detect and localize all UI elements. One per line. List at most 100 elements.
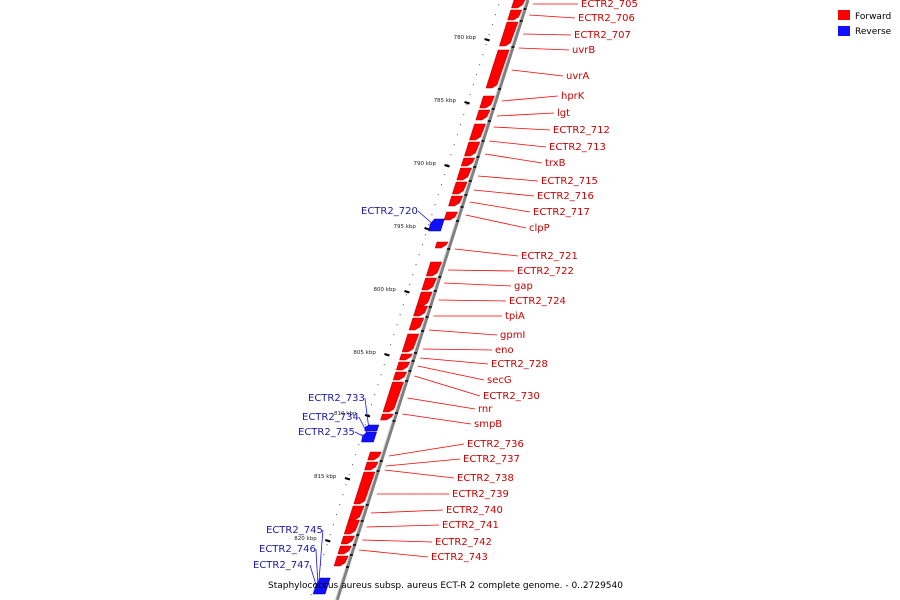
forward-gene-block[interactable] xyxy=(425,261,443,277)
guide-dot xyxy=(406,294,408,296)
forward-gene-label[interactable]: gpmI xyxy=(500,330,525,341)
forward-gene-block[interactable] xyxy=(382,381,404,413)
forward-gene-label[interactable]: ECTR2_739 xyxy=(452,489,509,500)
forward-gene-label[interactable]: ECTR2_740 xyxy=(446,505,503,516)
guide-dot xyxy=(342,494,344,496)
forward-gene-label[interactable]: ECTR2_713 xyxy=(549,142,606,153)
forward-gene-block[interactable] xyxy=(421,277,437,291)
forward-gene-label[interactable]: ECTR2_737 xyxy=(463,454,520,465)
forward-label-leader xyxy=(469,201,531,213)
forward-gene-block[interactable] xyxy=(499,21,519,47)
forward-gene-block[interactable] xyxy=(451,181,468,195)
guide-dot xyxy=(485,44,487,46)
forward-gene-label[interactable]: ECTR2_728 xyxy=(491,359,548,370)
forward-label-leader xyxy=(402,413,472,425)
reverse-gene-label[interactable]: ECTR2_720 xyxy=(361,206,418,217)
forward-gene-label[interactable]: ECTR2_722 xyxy=(517,266,574,277)
forward-gene-block[interactable] xyxy=(475,109,491,121)
tick-mark xyxy=(384,353,390,357)
reverse-gene-block[interactable] xyxy=(428,218,445,232)
forward-gene-label[interactable]: ECTR2_721 xyxy=(521,251,578,262)
guide-dot xyxy=(402,304,404,306)
reverse-gene-label[interactable]: ECTR2_733 xyxy=(308,393,365,404)
guide-dot xyxy=(491,24,493,26)
tick-mark xyxy=(404,290,410,294)
forward-gene-label[interactable]: lgt xyxy=(557,108,570,119)
forward-gene-label[interactable]: rnr xyxy=(478,404,493,415)
tick-label: 805 kbp xyxy=(353,350,376,356)
forward-gene-label[interactable]: eno xyxy=(495,345,514,356)
forward-gene-label[interactable]: ECTR2_706 xyxy=(578,13,635,24)
reverse-gene-label[interactable]: ECTR2_734 xyxy=(302,412,359,423)
forward-gene-label[interactable]: ECTR2_742 xyxy=(435,537,492,548)
reverse-gene-block[interactable] xyxy=(312,577,331,595)
forward-gene-label[interactable]: uvrA xyxy=(566,71,589,82)
forward-gene-block[interactable] xyxy=(413,305,429,317)
forward-gene-label[interactable]: ECTR2_717 xyxy=(533,207,590,218)
forward-gene-block[interactable] xyxy=(511,0,526,9)
forward-gene-label[interactable]: ECTR2_724 xyxy=(509,296,566,307)
forward-gene-block[interactable] xyxy=(485,49,510,89)
forward-label-leader xyxy=(511,69,564,77)
forward-gene-label[interactable]: ECTR2_743 xyxy=(431,552,488,563)
forward-gene-label[interactable]: tpiA xyxy=(505,311,525,322)
forward-gene-label[interactable]: hprK xyxy=(561,91,585,102)
guide-dot xyxy=(358,444,360,446)
forward-gene-label[interactable]: ECTR2_738 xyxy=(457,473,514,484)
forward-gene-label[interactable]: ECTR2_730 xyxy=(483,391,540,402)
forward-gene-block[interactable] xyxy=(434,241,449,249)
forward-gene-block[interactable] xyxy=(348,505,365,521)
reverse-gene-block[interactable] xyxy=(361,431,377,443)
forward-gene-label[interactable]: ECTR2_736 xyxy=(467,439,524,450)
forward-gene-label[interactable]: ECTR2_705 xyxy=(581,0,638,10)
reverse-gene-label[interactable]: ECTR2_747 xyxy=(253,560,310,571)
forward-gene-block[interactable] xyxy=(443,211,458,221)
forward-label-leader xyxy=(497,112,555,117)
forward-gene-block[interactable] xyxy=(380,413,394,421)
forward-gene-block[interactable] xyxy=(408,317,425,331)
forward-gene-label[interactable]: ECTR2_716 xyxy=(537,191,594,202)
forward-gene-block[interactable] xyxy=(479,95,495,109)
forward-gene-block[interactable] xyxy=(340,535,355,545)
forward-gene-block[interactable] xyxy=(456,167,472,181)
forward-gene-label[interactable]: uvrB xyxy=(572,45,595,56)
forward-label-leader xyxy=(420,357,489,365)
forward-gene-block[interactable] xyxy=(333,555,349,567)
forward-gene-block[interactable] xyxy=(395,361,411,371)
guide-dot xyxy=(348,474,350,476)
forward-gene-block[interactable] xyxy=(401,333,420,353)
forward-gene-block[interactable] xyxy=(367,451,382,461)
forward-gene-block[interactable] xyxy=(343,519,361,535)
forward-gene-label[interactable]: secG xyxy=(487,375,512,386)
forward-gene-block[interactable] xyxy=(416,291,433,307)
forward-gene-label[interactable]: ECTR2_715 xyxy=(541,176,598,187)
reverse-gene-label[interactable]: ECTR2_745 xyxy=(266,525,323,536)
forward-gene-label[interactable]: smpB xyxy=(474,419,502,430)
forward-gene-block[interactable] xyxy=(392,371,408,381)
forward-gene-block[interactable] xyxy=(364,461,379,471)
forward-label-leader xyxy=(477,175,539,182)
guide-dot xyxy=(456,134,458,136)
guide-dot xyxy=(383,364,385,366)
forward-gene-block[interactable] xyxy=(464,141,481,157)
forward-gene-block[interactable] xyxy=(460,157,476,167)
forward-gene-label[interactable]: ECTR2_712 xyxy=(553,125,610,136)
forward-gene-label[interactable]: gap xyxy=(514,281,533,292)
forward-gene-label[interactable]: ECTR2_741 xyxy=(442,520,499,531)
reverse-gene-label[interactable]: ECTR2_735 xyxy=(298,427,355,438)
forward-gene-block[interactable] xyxy=(507,9,523,21)
guide-dot xyxy=(364,424,366,426)
forward-label-leader xyxy=(385,458,461,467)
forward-gene-block[interactable] xyxy=(448,195,464,207)
forward-gene-label[interactable]: ECTR2_707 xyxy=(574,30,631,41)
forward-gene-block[interactable] xyxy=(353,471,376,505)
forward-gene-block[interactable] xyxy=(469,123,486,141)
reverse-gene-label[interactable]: ECTR2_746 xyxy=(259,544,316,555)
guide-dot xyxy=(377,384,379,386)
reverse-gene-block[interactable] xyxy=(364,424,380,432)
forward-gene-label[interactable]: trxB xyxy=(545,158,566,169)
forward-gene-block[interactable] xyxy=(337,545,352,555)
forward-gene-block[interactable] xyxy=(399,353,413,361)
forward-label-leader xyxy=(443,282,512,287)
forward-gene-label[interactable]: clpP xyxy=(529,223,550,234)
